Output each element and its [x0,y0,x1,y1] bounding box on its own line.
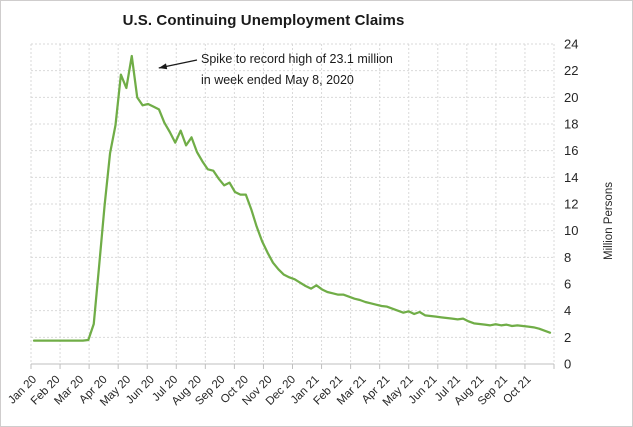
peak-annotation: Spike to record high of 23.1 million in … [201,49,393,90]
chart-title: U.S. Continuing Unemployment Claims [122,12,405,29]
y-axis-title: Million Persons [603,182,615,260]
y-tick-label: 10 [564,223,578,238]
y-tick-label: 20 [564,90,578,105]
annotation-arrowhead [158,63,168,70]
y-tick-label: 18 [564,117,578,132]
y-tick-label: 22 [564,63,578,78]
y-tick-label: 12 [564,197,578,212]
peak-annotation-line2: in week ended May 8, 2020 [201,72,354,87]
peak-annotation-line1: Spike to record high of 23.1 million [201,52,393,66]
y-tick-label: 24 [564,37,578,52]
y-tick-label: 4 [564,303,571,318]
y-tick-label: 8 [564,250,571,265]
claims-line-series [32,54,552,342]
y-tick-label: 2 [564,330,571,345]
y-tick-label: 16 [564,143,578,158]
y-tick-label: 6 [564,277,571,292]
y-tick-label: 14 [564,170,578,185]
y-tick-label: 0 [564,357,571,372]
